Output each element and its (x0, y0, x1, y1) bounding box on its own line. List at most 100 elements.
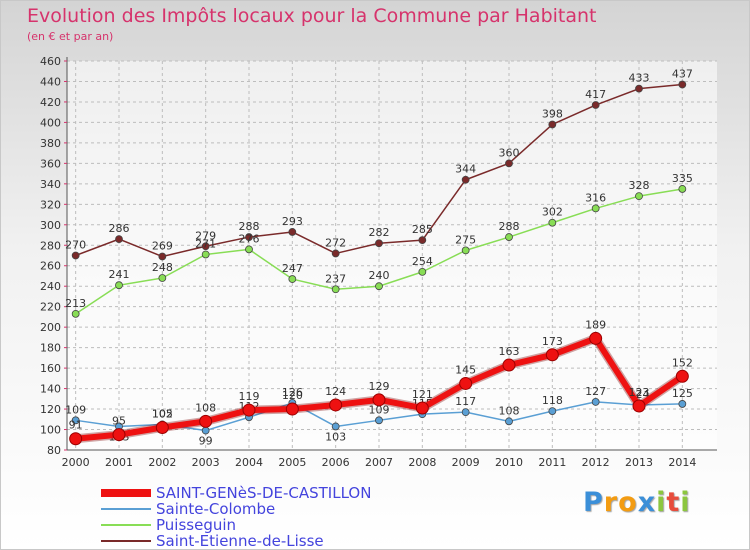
data-label: 335 (672, 172, 693, 185)
data-point (678, 185, 687, 193)
data-label: 124 (325, 385, 346, 398)
data-label: 240 (369, 269, 390, 282)
data-label: 189 (585, 318, 606, 331)
legend-swatch (101, 508, 151, 510)
data-label: 118 (542, 394, 563, 407)
x-tick-label: 2014 (668, 456, 696, 469)
data-label: 145 (455, 363, 476, 376)
x-tick-label: 2001 (105, 456, 133, 469)
brand-letter: P (583, 487, 604, 518)
data-point (285, 402, 299, 416)
data-label: 398 (542, 107, 563, 120)
data-point (505, 417, 513, 426)
data-point (372, 393, 386, 407)
y-tick-label: 320 (40, 198, 61, 211)
x-tick-label: 2005 (278, 456, 306, 469)
data-point (675, 369, 689, 383)
legend-label: Puisseguin (156, 516, 237, 534)
data-point (632, 399, 646, 413)
data-label: 285 (412, 223, 433, 236)
x-tick-label: 2002 (148, 456, 176, 469)
data-point (591, 397, 600, 406)
chart-subtitle: (en € et par an) (27, 30, 114, 43)
data-label: 126 (282, 386, 303, 399)
brand-letter: t (666, 487, 681, 518)
data-label: 302 (542, 206, 563, 219)
data-point (288, 228, 297, 236)
y-tick-label: 460 (40, 55, 61, 68)
legend-item: SAINT-GENèS-DE-CASTILLON (101, 484, 431, 502)
y-tick-label: 420 (40, 96, 61, 109)
y-tick-label: 300 (40, 219, 61, 232)
data-point (461, 408, 470, 417)
legend-label: Saint-Etienne-de-Lisse (156, 532, 324, 550)
data-point (201, 426, 210, 435)
data-label: 127 (585, 385, 606, 398)
brand-letter: i (680, 487, 691, 518)
y-tick-label: 400 (40, 116, 61, 129)
brand-letter: i (656, 487, 667, 518)
data-label: 247 (282, 262, 303, 275)
legend-swatch (101, 540, 151, 542)
data-label: 275 (455, 233, 476, 246)
data-point (591, 204, 600, 213)
data-label: 99 (199, 435, 213, 448)
data-point (635, 192, 643, 201)
data-label: 129 (369, 380, 390, 393)
y-tick-label: 80 (47, 444, 61, 457)
data-point (115, 281, 123, 290)
legend-swatch (101, 524, 151, 526)
x-tick-label: 2009 (452, 456, 480, 469)
data-label: 269 (152, 240, 173, 253)
data-label: 433 (629, 72, 650, 85)
data-label: 102 (152, 407, 173, 420)
data-point (635, 84, 643, 93)
legend-item: Sainte-Colombe (101, 500, 431, 518)
data-point (69, 432, 83, 446)
data-point (158, 252, 167, 261)
data-point (502, 358, 516, 372)
data-label: 241 (109, 268, 130, 281)
data-point (158, 274, 167, 282)
data-point (375, 239, 383, 248)
y-tick-label: 120 (40, 403, 61, 416)
data-label: 119 (239, 390, 260, 403)
data-label: 108 (499, 404, 520, 417)
data-label: 437 (672, 68, 693, 81)
data-point (201, 250, 210, 259)
data-point (245, 245, 253, 254)
chart-title: Evolution des Impôts locaux pour la Comm… (27, 5, 597, 27)
brand-letter: r (603, 487, 619, 518)
data-point (331, 422, 340, 431)
data-label: 288 (499, 220, 520, 233)
data-point (589, 331, 603, 345)
y-tick-label: 240 (40, 280, 61, 293)
data-point (155, 420, 169, 434)
data-point (245, 233, 253, 241)
data-label: 163 (499, 345, 520, 358)
data-point (591, 101, 600, 109)
y-tick-label: 360 (40, 157, 61, 170)
y-tick-label: 260 (40, 260, 61, 273)
data-label: 417 (585, 88, 606, 101)
data-label: 288 (239, 220, 260, 233)
data-label: 328 (629, 179, 650, 192)
x-tick-label: 2010 (495, 456, 523, 469)
brand-logo: Proxiti (583, 487, 691, 518)
data-label: 270 (65, 239, 86, 252)
data-point (415, 401, 429, 415)
y-tick-label: 160 (40, 362, 61, 375)
data-point (115, 235, 123, 244)
data-label: 360 (499, 146, 520, 159)
data-point (505, 233, 513, 241)
data-label: 95 (112, 415, 126, 428)
data-point (71, 416, 80, 425)
data-label: 276 (239, 232, 260, 245)
data-point (331, 249, 340, 258)
data-point (71, 309, 80, 318)
data-label: 152 (672, 356, 693, 369)
x-tick-label: 2012 (582, 456, 610, 469)
data-point (242, 403, 256, 417)
